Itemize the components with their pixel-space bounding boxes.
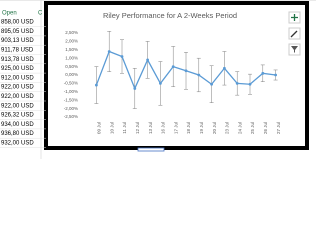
column-header: Open xyxy=(2,11,17,17)
page: Open C Riley Performance for A 2-Weeks P… xyxy=(0,0,316,159)
x-tick-label: 09 Jul xyxy=(97,122,102,134)
point xyxy=(274,73,277,77)
y-tick-label: 2,00% xyxy=(65,39,78,44)
x-tick-label: 26 Jul xyxy=(263,122,268,134)
chart-frame[interactable] xyxy=(44,1,309,150)
cell: 911,78 USD xyxy=(1,47,34,53)
y-tick-label: 2,50% xyxy=(65,30,78,35)
point xyxy=(95,83,98,87)
cell: 913,78 USD xyxy=(1,57,34,63)
y-tick-label: -2,50% xyxy=(64,114,78,119)
y-tick-label: -0,50% xyxy=(64,81,78,86)
point xyxy=(248,82,252,86)
point xyxy=(210,82,214,86)
x-tick-label: 19 Jul xyxy=(199,122,204,134)
y-tick-label: -1,00% xyxy=(64,89,78,94)
cell: 895,05 USD xyxy=(1,29,34,35)
column-header: C xyxy=(38,11,43,17)
x-tick-label: 18 Jul xyxy=(186,122,191,134)
cell: 922,00 USD xyxy=(1,103,34,109)
x-tick-label: 16 Jul xyxy=(161,122,166,134)
point xyxy=(223,66,226,70)
point xyxy=(159,82,162,85)
cell: 858,00 USD xyxy=(1,20,34,26)
cell: 925,00 USD xyxy=(1,66,34,72)
x-tick-label: 20 Jul xyxy=(212,122,217,134)
cell: 922,00 USD xyxy=(1,85,34,91)
y-tick-label: -1,50% xyxy=(64,97,78,102)
x-tick-label: 11 Jul xyxy=(122,122,127,134)
y-tick-label: 0,00% xyxy=(65,72,78,77)
y-tick-label: 1,00% xyxy=(65,55,78,60)
chart-title: Riley Performance for A 2-Weeks Period xyxy=(103,11,237,20)
cell: 922,00 USD xyxy=(1,94,34,100)
cell: 934,00 USD xyxy=(1,122,34,128)
x-tick-label: 17 Jul xyxy=(173,122,178,134)
plus-icon xyxy=(291,14,298,21)
cell: 903,13 USD xyxy=(1,38,34,44)
cell: 926,32 USD xyxy=(1,113,34,119)
filter-icon xyxy=(291,46,298,53)
point xyxy=(146,58,150,62)
x-tick-label: 27 Jul xyxy=(276,122,281,134)
point xyxy=(261,71,265,75)
y-tick-label: -2,00% xyxy=(64,106,78,111)
point xyxy=(235,82,239,85)
point xyxy=(171,65,175,68)
cell: 932,00 USD xyxy=(1,140,34,146)
brush-icon xyxy=(290,30,298,38)
y-tick-label: 1,50% xyxy=(65,47,78,52)
point xyxy=(133,87,137,90)
x-tick-label: 13 Jul xyxy=(148,122,153,134)
x-tick-label: 25 Jul xyxy=(250,122,255,134)
point xyxy=(120,55,124,58)
cell: 936,80 USD xyxy=(1,131,34,137)
x-tick-label: 23 Jul xyxy=(225,122,230,134)
point xyxy=(197,73,201,77)
screen: Open C Riley Performance for A 2-Weeks P… xyxy=(0,0,316,159)
cell: 912,00 USD xyxy=(1,75,34,81)
point xyxy=(107,50,111,53)
x-tick-label: 24 Jul xyxy=(237,122,242,134)
chart-buttons xyxy=(288,11,301,56)
point xyxy=(184,69,188,73)
resize-handle[interactable] xyxy=(137,147,165,152)
x-tick-label: 10 Jul xyxy=(109,122,114,134)
x-tick-label: 12 Jul xyxy=(135,122,140,134)
y-tick-label: 0,50% xyxy=(65,64,78,69)
